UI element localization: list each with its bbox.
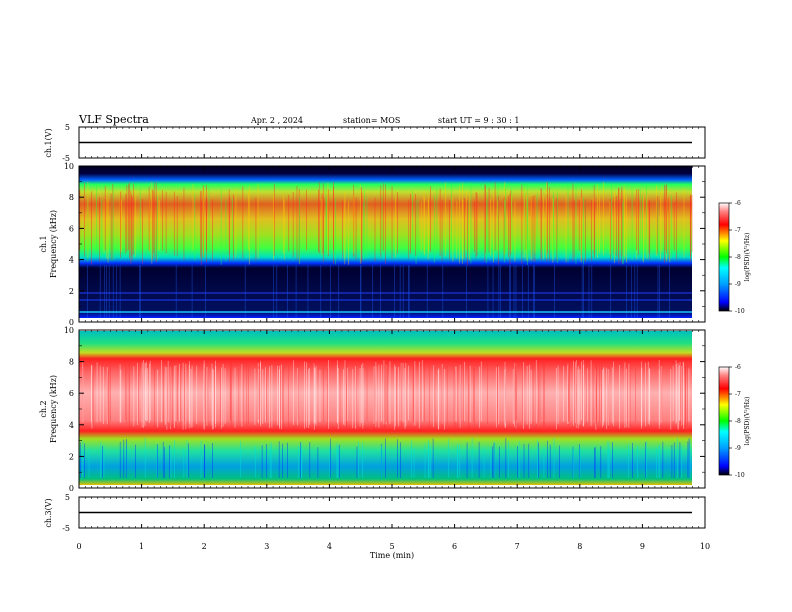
ch1-colorbar-ticks: -6 -7 -8 -9 -10 [729, 200, 745, 315]
colorbar-tick-label: -8 [735, 254, 741, 261]
ch3-waveform-ylabel: ch.3(V) [44, 498, 53, 527]
xtick-label: 7 [515, 542, 520, 551]
xtick-label: 5 [389, 542, 394, 551]
ytick-label: 8 [69, 193, 74, 202]
ch3-ytick-bottom: -5 [62, 524, 70, 533]
xtick-label: 10 [700, 542, 710, 551]
xtick-label: 1 [139, 542, 144, 551]
xtick-label: 2 [202, 542, 207, 551]
time-axis: 0 1 2 3 4 5 6 7 8 9 10 [76, 127, 710, 551]
ytick-label: 6 [69, 389, 74, 398]
ytick-label: 6 [69, 224, 74, 233]
ch2-colorbar-ticks: -6 -7 -8 -9 -10 [729, 364, 745, 479]
ch1-spectrogram-yticks: 0 2 4 6 8 10 [64, 162, 705, 327]
ch1-spectrogram-panel: 0 2 4 6 8 10 ch.1 Frequency (kHz) [39, 162, 706, 327]
colorbar-tick-label: -9 [735, 281, 741, 288]
ch2-spectrogram-ylabel-2: Frequency (kHz) [49, 375, 58, 443]
colorbar-tick-label: -8 [735, 418, 741, 425]
ytick-label: 0 [69, 318, 74, 327]
ch1-colorbar-label: log(PSD)(V²/Hz) [744, 233, 751, 282]
ytick-label: 8 [69, 358, 74, 367]
ch3-ytick-top: 5 [65, 493, 70, 502]
figure-title: VLF Spectra [78, 113, 149, 126]
ch2-colorbar-label: log(PSD)(V²/Hz) [744, 397, 751, 446]
time-axis-label: Time (min) [370, 551, 414, 560]
ytick-label: 4 [69, 421, 74, 430]
ch1-waveform-panel: 5 -5 ch.1(V) [44, 123, 706, 163]
xtick-label: 3 [264, 542, 269, 551]
ch2-spectrogram-panel: 0 2 4 6 8 10 ch.2 Frequency (kHz) [39, 326, 706, 493]
ch1-spectrogram-ylabel-2: Frequency (kHz) [49, 210, 58, 278]
ch1-ytick-top: 5 [65, 123, 70, 132]
xtick-label: 9 [640, 542, 645, 551]
colorbar-tick-label: -9 [735, 445, 741, 452]
ch2-colorbar-gradient [718, 366, 730, 476]
ytick-label: 2 [69, 452, 74, 461]
xtick-label: 8 [577, 542, 582, 551]
ch2-colorbar: -6 -7 -8 -9 -10 log(PSD)(V²/Hz) [718, 364, 751, 479]
ch1-colorbar: -6 -7 -8 -9 -10 log(PSD)(V²/Hz) [718, 200, 751, 315]
colorbar-tick-label: -6 [735, 364, 741, 371]
ch2-spectrogram-ylabel-1: ch.2 [39, 400, 48, 417]
ch1-spectrogram-ylabel-1: ch.1 [39, 235, 48, 252]
xtick-label: 4 [327, 542, 332, 551]
ch1-spectrogram-streaks [78, 182, 693, 318]
colorbar-tick-label: -10 [735, 308, 745, 315]
ch2-spectrogram-yticks: 0 2 4 6 8 10 [64, 326, 705, 493]
header-station: station= MOS [343, 116, 400, 125]
ch3-waveform-panel: 5 -5 ch.3(V) [44, 493, 706, 533]
xtick-label: 0 [76, 542, 81, 551]
ch1-ytick-bottom: -5 [62, 154, 70, 163]
colorbar-tick-label: -7 [735, 227, 741, 234]
colorbar-tick-label: -7 [735, 391, 741, 398]
ytick-label: 2 [69, 287, 74, 296]
colorbar-tick-label: -6 [735, 200, 741, 207]
header-date: Apr. 2 , 2024 [250, 116, 303, 125]
xtick-label: 6 [452, 542, 457, 551]
ytick-label: 10 [64, 162, 74, 171]
colorbar-tick-label: -10 [735, 472, 745, 479]
ytick-label: 4 [69, 256, 74, 265]
ytick-label: 0 [69, 484, 74, 493]
ch1-waveform-ylabel: ch.1(V) [44, 128, 53, 157]
ch1-colorbar-gradient [718, 202, 730, 312]
header-start-ut: start UT = 9 : 30 : 1 [438, 116, 519, 125]
ytick-label: 10 [64, 326, 74, 335]
ch2-spectrogram-streaks [78, 360, 691, 478]
